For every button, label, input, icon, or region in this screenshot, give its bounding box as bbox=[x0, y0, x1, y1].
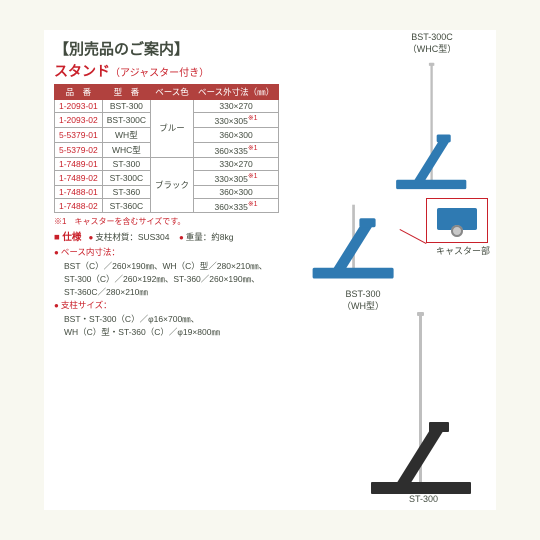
pole-size-line: WH（C）型・ST-360（C）／φ19×800㎜ bbox=[54, 326, 289, 339]
cell-model: WH型 bbox=[102, 127, 150, 142]
cell-part-number: 5-5379-02 bbox=[55, 142, 103, 157]
cell-model: ST-300C bbox=[102, 170, 150, 185]
pole-size-label: 支柱サイズ： bbox=[54, 300, 112, 310]
figure-label: BST-300C （WHC型） bbox=[386, 32, 478, 55]
cell-dimensions: 330×270 bbox=[194, 157, 279, 170]
cell-dimensions: 330×305※1 bbox=[194, 170, 279, 185]
cell-color: ブラック bbox=[150, 157, 193, 213]
cell-part-number: 1-7488-01 bbox=[55, 185, 103, 198]
product-subtitle: （アジャスター付き） bbox=[110, 68, 209, 79]
cell-model: ST-360 bbox=[102, 185, 150, 198]
cell-model: ST-300 bbox=[102, 157, 150, 170]
cell-part-number: 1-7489-01 bbox=[55, 157, 103, 170]
product-title-main: スタンド bbox=[54, 63, 110, 79]
base-inner-line: BST（C）／260×190㎜、WH（C）型／280×210㎜、 bbox=[54, 260, 289, 273]
table-header: ベース色 bbox=[150, 85, 193, 100]
cell-part-number: 1-2093-01 bbox=[55, 100, 103, 113]
table-row: 1-2093-01BST-300ブルー330×270 bbox=[55, 100, 279, 113]
cell-model: WHC型 bbox=[102, 142, 150, 157]
spec-weight: 重量：約8kg bbox=[179, 232, 234, 242]
cell-dimensions: 330×305※1 bbox=[194, 113, 279, 128]
cell-part-number: 1-7489-02 bbox=[55, 170, 103, 185]
base-inner-line: ST-300（C）／260×192㎜、ST-360／260×190㎜、 bbox=[54, 273, 289, 286]
figure-bst300: BST-300 （WH型） bbox=[308, 202, 418, 312]
spec-table: 品 番型 番ベース色ベース外寸法（㎜） 1-2093-01BST-300ブルー3… bbox=[54, 84, 279, 213]
cell-color: ブルー bbox=[150, 100, 193, 158]
base-inner-line: ST-360C／280×210㎜ bbox=[54, 286, 289, 299]
cell-part-number: 5-5379-01 bbox=[55, 127, 103, 142]
cell-model: BST-300 bbox=[102, 100, 150, 113]
base-inner-label: ベース内寸法： bbox=[54, 247, 120, 257]
cell-model: BST-300C bbox=[102, 113, 150, 128]
table-header: ベース外寸法（㎜） bbox=[194, 85, 279, 100]
cell-dimensions: 360×335※1 bbox=[194, 198, 279, 213]
cell-part-number: 1-2093-02 bbox=[55, 113, 103, 128]
pole-size-line: BST・ST-300（C）／φ16×700㎜、 bbox=[54, 313, 289, 326]
cell-model: ST-360C bbox=[102, 198, 150, 213]
caster-label: キャスター部 bbox=[436, 244, 490, 257]
cell-dimensions: 360×300 bbox=[194, 127, 279, 142]
caster-inset bbox=[426, 198, 488, 243]
cell-part-number: 1-7488-02 bbox=[55, 198, 103, 213]
figure-label: ST-300 bbox=[371, 494, 476, 504]
spec-block: ■ 仕様 支柱材質：SUS304 重量：約8kg ベース内寸法： BST（C）／… bbox=[54, 231, 289, 338]
spec-material: 支柱材質：SUS304 bbox=[88, 232, 169, 242]
figure-st300: ST-300 bbox=[371, 304, 476, 504]
table-row: 1-7489-01ST-300ブラック330×270 bbox=[55, 157, 279, 170]
table-header: 型 番 bbox=[102, 85, 150, 100]
spec-heading: ■ 仕様 bbox=[54, 232, 81, 243]
cell-dimensions: 360×335※1 bbox=[194, 142, 279, 157]
cell-dimensions: 360×300 bbox=[194, 185, 279, 198]
cell-dimensions: 330×270 bbox=[194, 100, 279, 113]
table-header: 品 番 bbox=[55, 85, 103, 100]
